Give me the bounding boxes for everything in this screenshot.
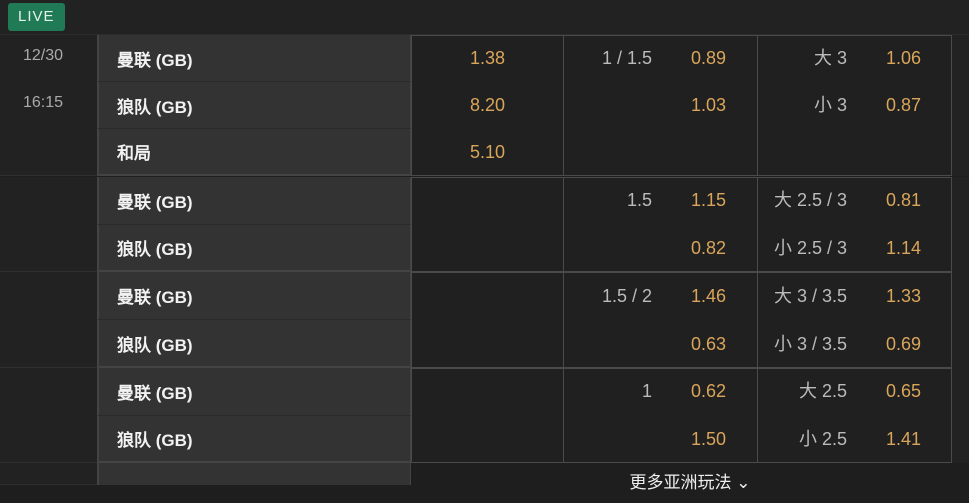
over-under-odds[interactable]: 1.06 bbox=[885, 48, 921, 68]
handicap-odds[interactable]: 0.82 bbox=[690, 237, 726, 258]
over-under-line: 小 2.5 bbox=[798, 428, 847, 449]
left-cell bbox=[0, 177, 97, 272]
right-strip bbox=[951, 35, 969, 176]
over-under-odds[interactable]: 0.87 bbox=[885, 95, 921, 115]
handicap-box bbox=[563, 177, 758, 272]
over-under-odds[interactable]: 0.81 bbox=[885, 190, 921, 210]
right-strip bbox=[951, 272, 969, 368]
handicap-odds[interactable]: 1.15 bbox=[690, 190, 726, 210]
team-name: 和局 bbox=[97, 129, 411, 176]
over-under-line: 小 2.5 / 3 bbox=[773, 237, 847, 258]
team-name: 狼队 (GB) bbox=[97, 224, 411, 272]
1x2-box bbox=[411, 35, 564, 176]
odds-1x2[interactable]: 8.20 bbox=[469, 95, 505, 115]
handicap-line: 1 / 1.5 bbox=[601, 48, 652, 68]
over-under-box bbox=[757, 272, 952, 368]
over-under-box bbox=[757, 35, 952, 176]
team-name: 狼队 (GB) bbox=[97, 82, 411, 129]
over-under-odds[interactable]: 1.33 bbox=[885, 286, 921, 306]
right-strip bbox=[951, 368, 969, 463]
team-name: 曼联 (GB) bbox=[97, 368, 411, 416]
over-under-line: 大 3 / 3.5 bbox=[773, 286, 847, 306]
over-under-odds[interactable]: 1.14 bbox=[885, 237, 921, 258]
odds-1x2[interactable]: 5.10 bbox=[469, 142, 505, 162]
handicap-odds[interactable]: 1.03 bbox=[690, 95, 726, 115]
handicap-line: 1.5 bbox=[626, 190, 652, 210]
match-date: 12/30 bbox=[22, 47, 64, 64]
1x2-box bbox=[411, 272, 564, 368]
over-under-box bbox=[757, 177, 952, 272]
1x2-box bbox=[411, 368, 564, 463]
empty-team-cell bbox=[97, 463, 411, 485]
over-under-line: 小 3 bbox=[813, 95, 847, 115]
more-asian-markets-button[interactable]: 更多亚洲玩法 ⌄ bbox=[629, 473, 751, 492]
live-badge: LIVE bbox=[8, 3, 65, 31]
right-strip bbox=[951, 177, 969, 272]
team-name: 狼队 (GB) bbox=[97, 320, 411, 368]
handicap-line: 1 bbox=[641, 381, 652, 401]
handicap-odds[interactable]: 0.63 bbox=[690, 334, 726, 354]
over-under-odds[interactable]: 1.41 bbox=[885, 428, 921, 449]
handicap-odds[interactable]: 0.62 bbox=[690, 381, 726, 401]
over-under-line: 大 2.5 / 3 bbox=[773, 190, 847, 210]
handicap-line: 1.5 / 2 bbox=[601, 286, 652, 306]
handicap-odds[interactable]: 0.89 bbox=[690, 48, 726, 68]
team-name: 狼队 (GB) bbox=[97, 415, 411, 463]
match-time: 16:15 bbox=[22, 94, 64, 111]
handicap-odds[interactable]: 1.46 bbox=[690, 286, 726, 306]
team-name: 曼联 (GB) bbox=[97, 272, 411, 320]
left-cell bbox=[0, 35, 97, 176]
over-under-line: 大 2.5 bbox=[798, 381, 847, 401]
left-cell bbox=[0, 368, 97, 463]
handicap-box bbox=[563, 272, 758, 368]
over-under-line: 小 3 / 3.5 bbox=[773, 334, 847, 354]
left-cell bbox=[0, 463, 97, 485]
over-under-odds[interactable]: 0.65 bbox=[885, 381, 921, 401]
over-under-box bbox=[757, 368, 952, 463]
1x2-box bbox=[411, 177, 564, 272]
left-cell bbox=[0, 272, 97, 368]
handicap-odds[interactable]: 1.50 bbox=[690, 428, 726, 449]
team-name: 曼联 (GB) bbox=[97, 35, 411, 82]
handicap-box bbox=[563, 368, 758, 463]
odds-1x2[interactable]: 1.38 bbox=[469, 48, 505, 68]
over-under-line: 大 3 bbox=[813, 48, 847, 68]
top-bar bbox=[0, 0, 969, 35]
over-under-odds[interactable]: 0.69 bbox=[885, 334, 921, 354]
team-name: 曼联 (GB) bbox=[97, 177, 411, 225]
